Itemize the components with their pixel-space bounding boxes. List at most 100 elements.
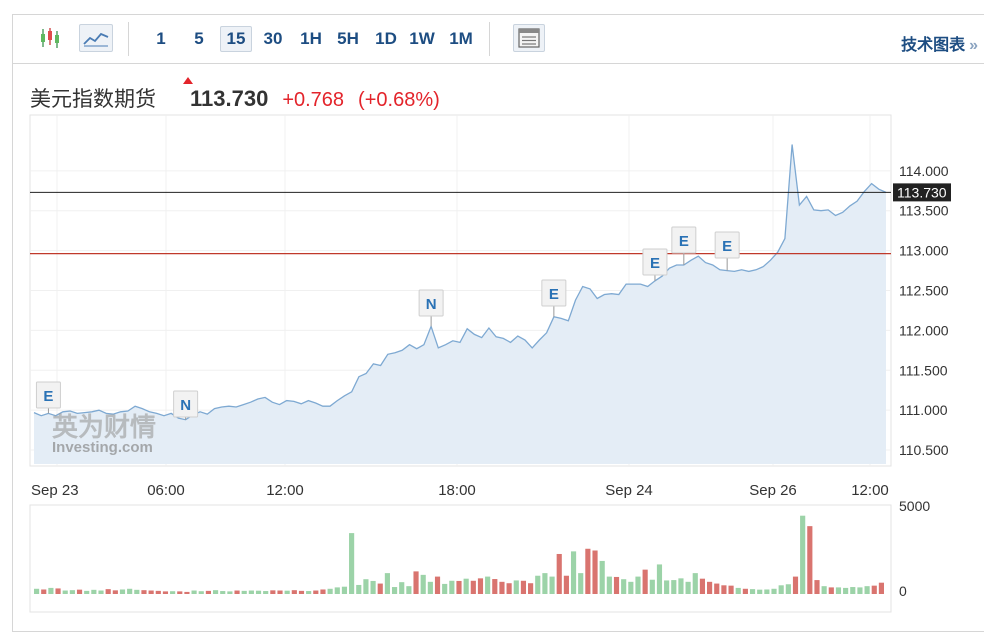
event-flag-label: E xyxy=(722,238,732,255)
volume-bar xyxy=(334,587,340,594)
volume-bar xyxy=(800,515,806,594)
volume-bar xyxy=(728,585,734,594)
volume-area xyxy=(29,504,892,613)
volume-bar xyxy=(735,587,741,594)
candlestick-icon[interactable] xyxy=(35,24,65,52)
volume-bar xyxy=(212,590,219,594)
volume-bar xyxy=(463,578,469,594)
volume-tick-label: 5000 xyxy=(899,498,930,514)
volume-bar xyxy=(843,587,849,594)
toolbar-divider xyxy=(489,22,490,56)
volume-bar xyxy=(749,589,756,594)
volume-bar xyxy=(341,586,348,594)
volume-bar xyxy=(556,553,562,594)
price-change: +0.768 xyxy=(282,89,345,111)
interval-button-30[interactable]: 30 xyxy=(263,29,283,48)
volume-bar xyxy=(413,571,419,594)
volume-bar xyxy=(785,584,791,594)
volume-bar xyxy=(84,590,90,594)
y-tick-label: 114.000 xyxy=(899,163,949,179)
x-tick-label: 12:00 xyxy=(851,482,889,499)
event-flag-label: E xyxy=(43,388,53,405)
volume-bar xyxy=(692,573,698,594)
volume-bar xyxy=(34,588,40,594)
interval-button-15[interactable]: 15 xyxy=(220,26,252,52)
interval-button-1w[interactable]: 1W xyxy=(409,29,435,48)
volume-bar xyxy=(449,580,455,594)
up-arrow-icon xyxy=(183,77,193,84)
volume-bar xyxy=(757,589,763,594)
volume-bar xyxy=(664,580,670,594)
chart-toolbar: 1 5 15 30 1H 5H 1D 1W 1M 技术图表» xyxy=(12,14,984,64)
volume-bar xyxy=(535,575,541,594)
volume-bar xyxy=(248,590,254,594)
volume-bar xyxy=(55,588,61,594)
volume-bar xyxy=(635,576,641,594)
volume-bar xyxy=(613,576,620,594)
volume-bar xyxy=(112,590,118,594)
volume-bar xyxy=(205,590,211,594)
volume-bar xyxy=(835,587,842,594)
volume-bar xyxy=(563,575,569,594)
technical-chart-link[interactable]: 技术图表» xyxy=(901,31,978,55)
volume-bar xyxy=(578,573,584,594)
y-tick-label: 113.000 xyxy=(899,243,949,259)
volume-bar xyxy=(227,591,233,594)
volume-bar xyxy=(384,573,390,594)
volume-bar xyxy=(127,588,133,594)
interval-button-1m[interactable]: 1M xyxy=(449,29,473,48)
volume-bar xyxy=(699,578,706,594)
interval-button-1h[interactable]: 1H xyxy=(300,29,322,48)
volume-bar xyxy=(41,589,47,594)
volume-bar xyxy=(284,590,290,594)
volume-bar xyxy=(442,583,448,594)
volume-bar xyxy=(91,589,97,594)
volume-bar xyxy=(585,548,591,594)
x-tick-label: 06:00 xyxy=(147,482,185,499)
volume-bar xyxy=(270,590,276,594)
event-flag-e xyxy=(642,248,668,276)
volume-bar xyxy=(255,590,262,594)
interval-button-5[interactable]: 5 xyxy=(194,29,204,48)
line-chart-icon[interactable] xyxy=(79,24,113,52)
event-flag-label: E xyxy=(679,233,689,250)
y-tick-label: 110.500 xyxy=(899,442,949,458)
volume-bar xyxy=(170,591,176,594)
volume-bar xyxy=(592,550,598,594)
volume-bar xyxy=(628,581,634,594)
volume-bar xyxy=(98,590,104,594)
event-flag-label: N xyxy=(180,397,191,414)
volume-bar xyxy=(649,579,655,594)
event-flag-label: N xyxy=(426,296,437,313)
y-tick-label: 111.000 xyxy=(899,402,948,418)
interval-button-1[interactable]: 1 xyxy=(156,29,166,48)
volume-bar xyxy=(792,576,799,594)
volume-bar xyxy=(485,576,491,594)
volume-bar xyxy=(857,587,863,594)
volume-bar xyxy=(263,591,269,594)
volume-bar xyxy=(656,564,663,594)
volume-bar xyxy=(105,589,111,594)
volume-bar xyxy=(513,580,519,594)
watermark-en: Investing.com xyxy=(52,439,153,456)
interval-button-1d[interactable]: 1D xyxy=(375,29,397,48)
event-flag-label: E xyxy=(650,255,660,272)
x-tick-label: Sep 26 xyxy=(749,482,797,499)
volume-bar xyxy=(399,582,405,594)
volume-bar xyxy=(878,582,884,594)
volume-bar xyxy=(671,580,677,594)
volume-bar xyxy=(220,591,226,594)
volume-bar xyxy=(198,591,204,594)
table-icon[interactable] xyxy=(513,24,545,52)
volume-bar xyxy=(621,579,627,594)
x-tick-label: 18:00 xyxy=(438,482,476,499)
volume-bar xyxy=(420,574,426,594)
toolbar-divider xyxy=(128,22,129,56)
volume-bar xyxy=(528,583,534,594)
interval-button-5h[interactable]: 5H xyxy=(337,29,359,48)
volume-bar xyxy=(814,580,820,594)
y-tick-label: 113.500 xyxy=(899,203,949,219)
volume-bar xyxy=(470,580,476,594)
volume-bar xyxy=(291,590,297,594)
